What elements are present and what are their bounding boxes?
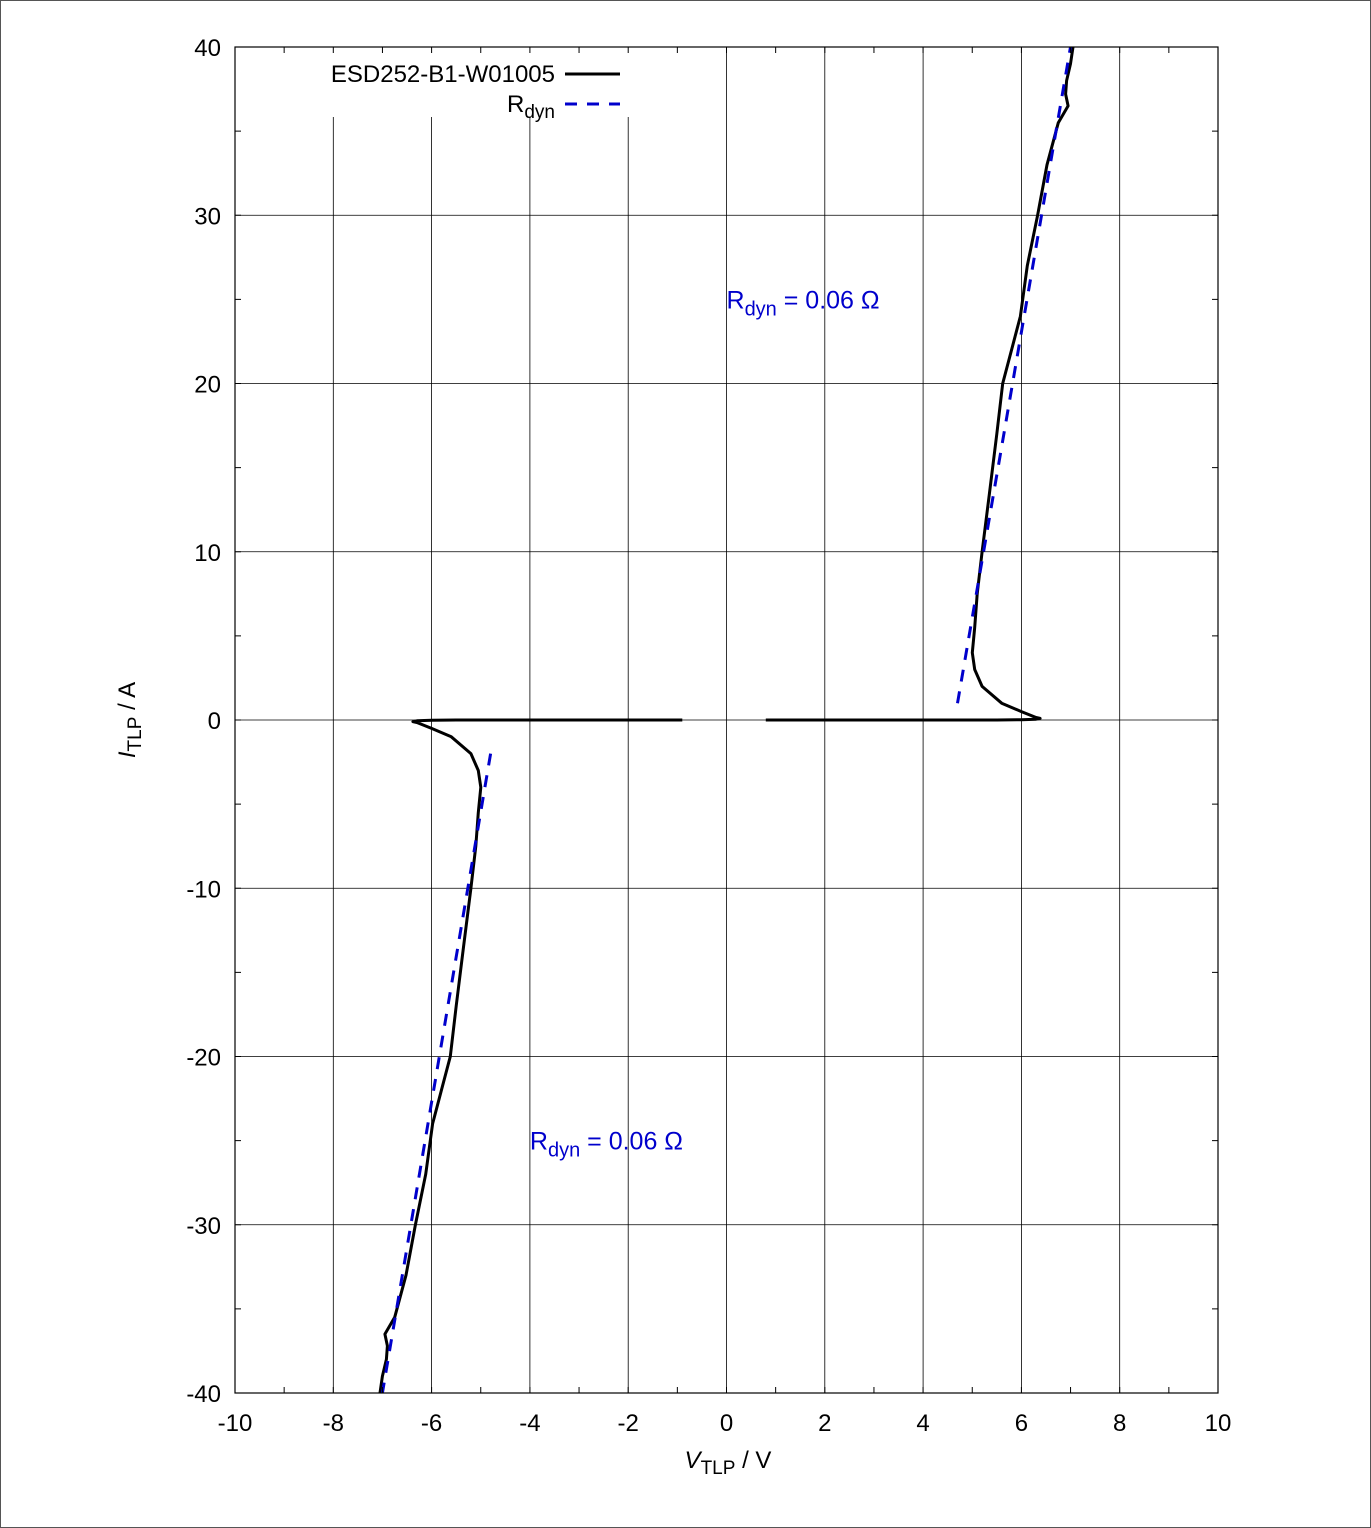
x-tick-label: -10 (218, 1410, 253, 1437)
x-tick-label: 0 (720, 1410, 733, 1437)
y-tick-label: 30 (194, 203, 221, 230)
y-tick-label: -30 (186, 1213, 221, 1240)
y-tick-label: 20 (194, 372, 221, 399)
x-tick-label: 8 (1113, 1410, 1126, 1437)
y-tick-label: 10 (194, 540, 221, 567)
y-tick-label: 0 (208, 708, 221, 735)
y-axis-label: ITLP / A (114, 682, 146, 758)
y-tick-label: -20 (186, 1045, 221, 1072)
grid-lines (235, 47, 1218, 1393)
legend: ESD252-B1-W01005 Rdyn (331, 61, 620, 123)
legend-label: ESD252-B1-W01005 (331, 61, 555, 88)
x-tick-label: -4 (519, 1410, 540, 1437)
series-line-rdyn (380, 753, 493, 1394)
x-tick-label: -6 (421, 1410, 442, 1437)
rdyn-annotation: Rdyn = 0.06 Ω (727, 286, 880, 320)
y-tick-label: -10 (186, 876, 221, 903)
series-line-rdyn (956, 46, 1072, 704)
x-tick-label: 6 (1015, 1410, 1028, 1437)
series-layer (378, 46, 1075, 1394)
rdyn-annotation: Rdyn = 0.06 Ω (530, 1128, 683, 1162)
series-line-device (378, 718, 683, 1394)
x-tick-label: 10 (1205, 1410, 1232, 1437)
legend-label: Rdyn (507, 91, 555, 123)
x-tick-label: -2 (618, 1410, 639, 1437)
x-axis-label: VTLP / V (685, 1447, 772, 1479)
annotations: Rdyn = 0.06 Ω Rdyn = 0.06 Ω (530, 286, 880, 1161)
y-tick-label: -40 (186, 1381, 221, 1408)
x-tick-label: -8 (323, 1410, 344, 1437)
y-tick-label: 40 (194, 35, 221, 62)
x-tick-label: 2 (818, 1410, 831, 1437)
x-tick-label: 4 (916, 1410, 929, 1437)
